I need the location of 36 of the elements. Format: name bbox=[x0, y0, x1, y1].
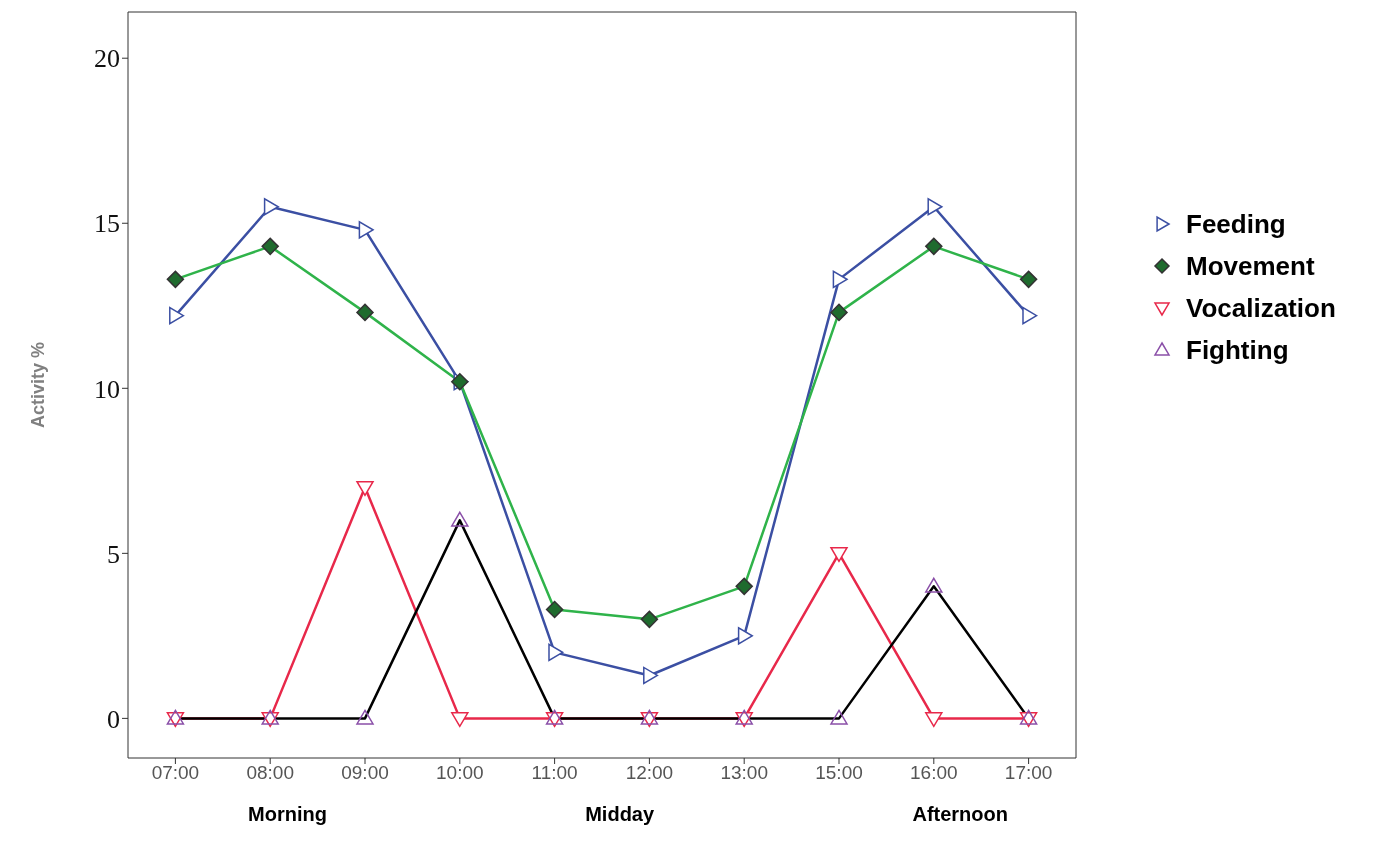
text: Morning bbox=[248, 803, 327, 826]
point bbox=[169, 306, 185, 325]
text: Midday bbox=[585, 803, 655, 826]
x-tick-label: 10:00 bbox=[436, 762, 484, 784]
point bbox=[451, 712, 469, 728]
point bbox=[548, 643, 564, 662]
point bbox=[830, 547, 848, 563]
point bbox=[1022, 306, 1038, 325]
point bbox=[263, 198, 279, 216]
point bbox=[737, 627, 753, 645]
point bbox=[356, 480, 374, 497]
point bbox=[358, 221, 374, 239]
x-tick-label: 07:00 bbox=[151, 762, 200, 784]
y-tick-label: 15 bbox=[94, 209, 120, 239]
x-tick-label: 11:00 bbox=[531, 762, 578, 784]
point bbox=[643, 666, 659, 685]
x-tick-label: 12:00 bbox=[625, 762, 674, 784]
x-tick-label: 13:00 bbox=[720, 762, 768, 784]
point bbox=[927, 198, 943, 216]
x-tick-label: 15:00 bbox=[815, 762, 863, 784]
text: Afternoon bbox=[912, 803, 1008, 826]
y-tick-label: 10 bbox=[94, 374, 120, 404]
x-tick-label: 17:00 bbox=[1004, 762, 1053, 784]
x-tick-label: 16:00 bbox=[910, 762, 958, 784]
y-tick-label: 20 bbox=[94, 44, 120, 74]
point bbox=[925, 712, 943, 728]
legend-label: Vocalization bbox=[1186, 292, 1336, 324]
y-tick-label: 0 bbox=[107, 704, 120, 734]
point bbox=[832, 270, 848, 289]
x-tick-label: 08:00 bbox=[246, 762, 294, 784]
y-axis-title: Activity % bbox=[28, 341, 49, 429]
y-tick-label: 5 bbox=[107, 539, 120, 569]
legend-label: Feeding bbox=[1186, 208, 1286, 240]
legend-label: Fighting bbox=[1186, 334, 1289, 366]
legend-label: Movement bbox=[1186, 250, 1315, 282]
x-tick-label: 09:00 bbox=[341, 762, 389, 784]
